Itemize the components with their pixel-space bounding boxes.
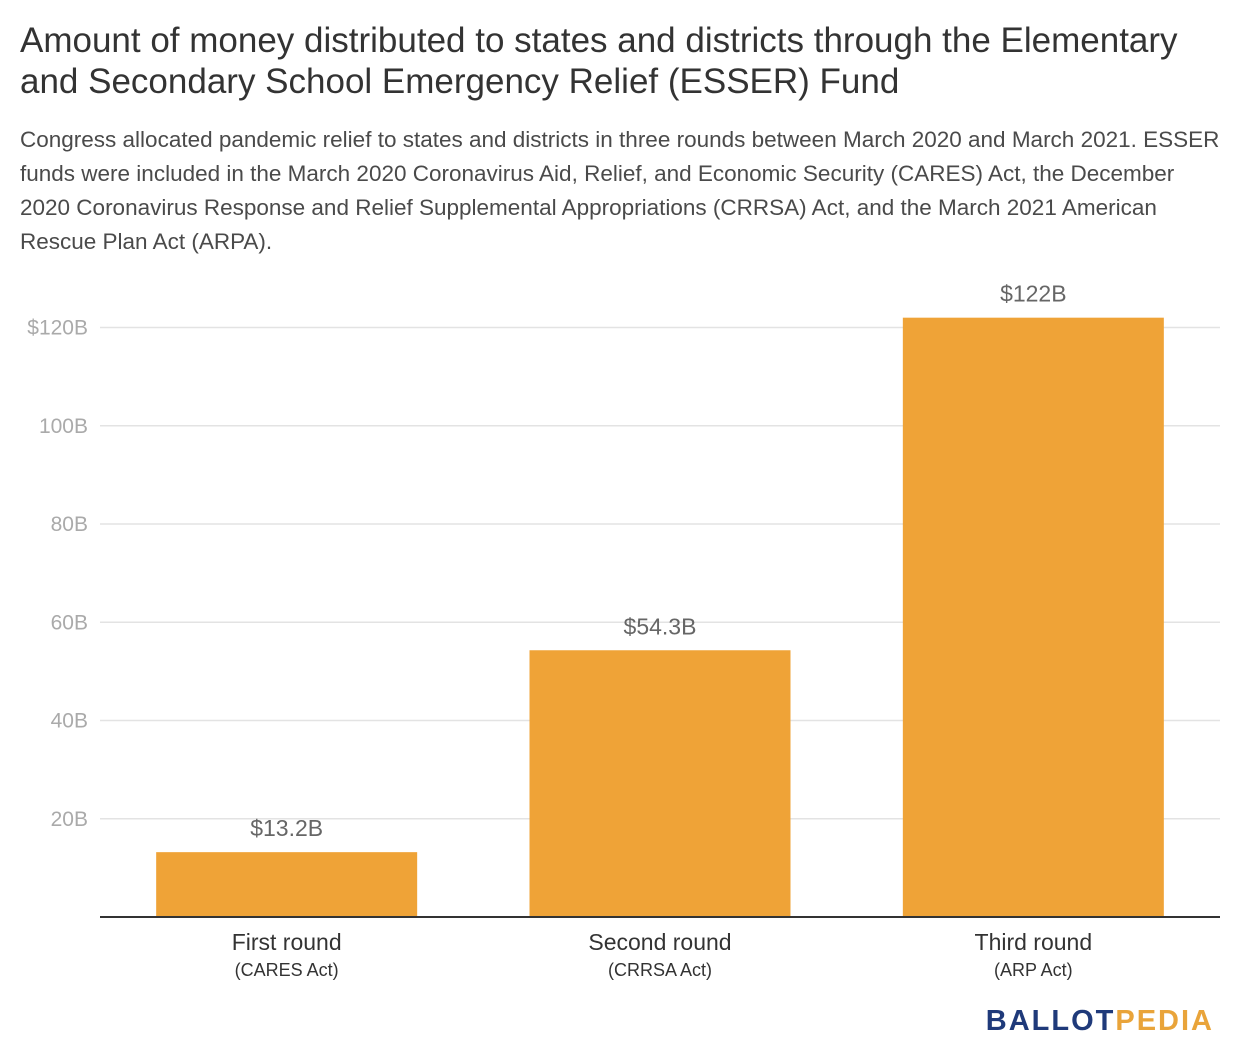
data-label: $13.2B bbox=[250, 815, 323, 841]
y-tick-label: 80B bbox=[51, 513, 88, 536]
y-tick-label: 40B bbox=[51, 710, 88, 733]
y-tick-label: $120B bbox=[27, 317, 88, 340]
data-label: $122B bbox=[1000, 281, 1067, 307]
ballotpedia-logo: BALLOTPEDIA bbox=[986, 1005, 1214, 1038]
logo-part-1: BALLOT bbox=[985, 1005, 1116, 1037]
bar bbox=[156, 852, 418, 917]
logo-part-2: PEDIA bbox=[1115, 1005, 1214, 1037]
x-tick-label: First round bbox=[232, 929, 342, 955]
chart-title: Amount of money distributed to states an… bbox=[20, 21, 1178, 101]
x-tick-label: Third round bbox=[975, 929, 1093, 955]
chart-subtitle: Congress allocated pandemic relief to st… bbox=[20, 127, 1220, 254]
bar bbox=[902, 317, 1164, 917]
x-tick-sublabel: (CARES Act) bbox=[235, 960, 339, 980]
data-label: $54.3B bbox=[624, 613, 697, 639]
y-tick-label: 60B bbox=[51, 611, 88, 634]
bar bbox=[529, 650, 791, 917]
y-tick-label: 100B bbox=[39, 415, 88, 438]
y-tick-label: 20B bbox=[51, 808, 88, 831]
x-tick-sublabel: (ARP Act) bbox=[994, 960, 1073, 980]
x-tick-label: Second round bbox=[588, 929, 731, 955]
x-tick-sublabel: (CRRSA Act) bbox=[608, 960, 712, 980]
